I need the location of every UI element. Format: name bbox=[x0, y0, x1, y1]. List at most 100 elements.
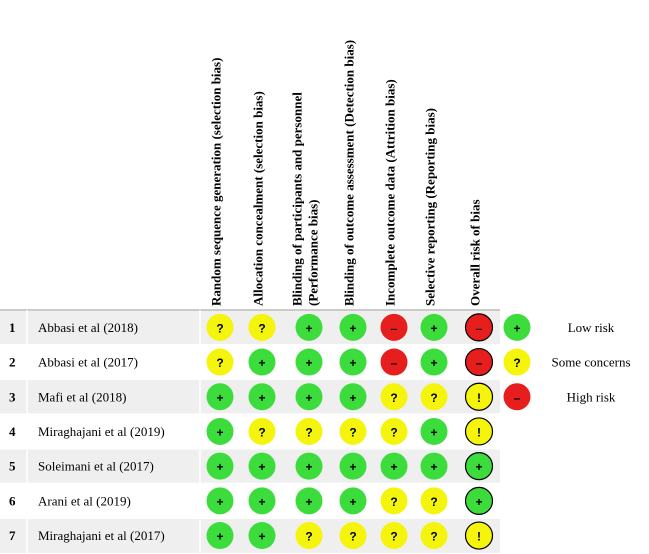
judgment-circle bbox=[420, 522, 448, 550]
legend-label: Some concerns bbox=[551, 355, 630, 370]
judgment-symbol: + bbox=[305, 460, 312, 474]
judgment-symbol: + bbox=[430, 321, 437, 335]
judgment-circle bbox=[339, 383, 367, 411]
study-name: Mafi et al (2018) bbox=[38, 389, 126, 404]
row-number: 4 bbox=[9, 424, 16, 439]
column-header: Random sequence generation (selection bi… bbox=[209, 58, 224, 306]
judgment-symbol: ? bbox=[513, 356, 520, 370]
judgment-circle bbox=[503, 313, 531, 341]
judgment-circle bbox=[420, 383, 448, 411]
judgment-symbol: ! bbox=[477, 391, 481, 405]
judgment-circle bbox=[464, 452, 494, 481]
judgment-circle bbox=[248, 487, 276, 515]
column-header: Incomplete outcome data (Attrition bias) bbox=[383, 79, 398, 306]
judgment-symbol: ? bbox=[349, 425, 356, 439]
judgment-symbol: ? bbox=[258, 425, 265, 439]
judgment-circle bbox=[339, 348, 367, 376]
row-number: 2 bbox=[9, 355, 16, 370]
judgment-circle bbox=[295, 522, 323, 550]
judgment-circle bbox=[295, 348, 323, 376]
judgment-circle bbox=[295, 383, 323, 411]
judgment-circle bbox=[503, 348, 531, 376]
judgment-symbol: + bbox=[216, 530, 223, 544]
judgment-symbol: + bbox=[349, 460, 356, 474]
judgment-circle bbox=[464, 382, 494, 411]
judgment-circle bbox=[206, 313, 234, 341]
judgment-circle bbox=[248, 522, 276, 550]
row-number: 7 bbox=[9, 528, 16, 543]
judgment-symbol: + bbox=[475, 495, 482, 509]
judgment-symbol: – bbox=[391, 356, 398, 370]
judgment-circle bbox=[295, 313, 323, 341]
judgment-circle bbox=[380, 313, 408, 341]
judgment-symbol: + bbox=[258, 391, 265, 405]
row-number: 1 bbox=[9, 320, 16, 335]
judgment-circle bbox=[295, 417, 323, 445]
judgment-symbol: + bbox=[349, 356, 356, 370]
judgment-symbol: ? bbox=[258, 321, 265, 335]
judgment-circle bbox=[380, 487, 408, 515]
judgment-circle bbox=[420, 452, 448, 480]
judgment-circle bbox=[206, 452, 234, 480]
judgment-circle bbox=[464, 486, 494, 515]
judgment-symbol: + bbox=[390, 460, 397, 474]
judgment-symbol: + bbox=[513, 321, 520, 335]
judgment-circle bbox=[206, 417, 234, 445]
judgment-symbol: ? bbox=[216, 321, 223, 335]
judgment-circle bbox=[464, 417, 494, 446]
judgment-symbol: + bbox=[258, 495, 265, 509]
study-name: Arani et al (2019) bbox=[38, 493, 131, 508]
study-name: Miraghajani et al (2019) bbox=[38, 424, 165, 439]
judgment-symbol: ? bbox=[430, 530, 437, 544]
judgment-symbol: + bbox=[349, 391, 356, 405]
judgment-symbol: + bbox=[349, 495, 356, 509]
judgment-circle bbox=[420, 348, 448, 376]
judgment-symbol: – bbox=[476, 321, 483, 335]
column-header: (Performance bias) bbox=[306, 200, 321, 307]
judgment-circle bbox=[339, 487, 367, 515]
judgment-symbol: ? bbox=[430, 495, 437, 509]
judgment-symbol: + bbox=[305, 356, 312, 370]
judgment-circle bbox=[339, 452, 367, 480]
judgment-symbol: + bbox=[258, 530, 265, 544]
judgment-symbol: ? bbox=[305, 425, 312, 439]
judgment-symbol: + bbox=[430, 425, 437, 439]
judgment-circle bbox=[339, 313, 367, 341]
judgment-symbol: – bbox=[391, 321, 398, 335]
study-name: Miraghajani et al (2017) bbox=[38, 528, 165, 543]
judgment-circle bbox=[295, 487, 323, 515]
judgment-circle bbox=[339, 417, 367, 445]
judgment-circle bbox=[380, 383, 408, 411]
judgment-symbol: ? bbox=[390, 425, 397, 439]
judgment-symbol: ? bbox=[349, 530, 356, 544]
judgment-symbol: + bbox=[258, 356, 265, 370]
legend-label: Low risk bbox=[568, 320, 615, 335]
judgment-symbol: + bbox=[216, 391, 223, 405]
judgment-circle bbox=[380, 452, 408, 480]
judgment-symbol: + bbox=[216, 460, 223, 474]
judgment-symbol: + bbox=[430, 460, 437, 474]
judgment-circle bbox=[206, 348, 234, 376]
study-name: Abbasi et al (2017) bbox=[38, 355, 138, 370]
judgment-symbol: ! bbox=[477, 530, 481, 544]
judgment-circle bbox=[503, 383, 531, 411]
row-number: 5 bbox=[9, 459, 16, 474]
judgment-circle bbox=[248, 417, 276, 445]
judgment-circle bbox=[380, 522, 408, 550]
judgment-symbol: + bbox=[305, 321, 312, 335]
judgment-circle bbox=[248, 452, 276, 480]
column-header: Blinding of outcome assessment (Detectio… bbox=[342, 40, 357, 306]
judgment-circle bbox=[464, 521, 494, 550]
judgment-symbol: + bbox=[475, 460, 482, 474]
row-number: 6 bbox=[9, 493, 16, 508]
judgment-circle bbox=[248, 348, 276, 376]
judgment-circle bbox=[380, 417, 408, 445]
legend-label: High risk bbox=[567, 389, 616, 404]
judgment-circle bbox=[206, 487, 234, 515]
judgment-symbol: ? bbox=[390, 495, 397, 509]
judgment-symbol: ? bbox=[390, 391, 397, 405]
judgment-symbol: – bbox=[476, 356, 483, 370]
judgment-circle bbox=[380, 348, 408, 376]
judgment-circle bbox=[420, 313, 448, 341]
